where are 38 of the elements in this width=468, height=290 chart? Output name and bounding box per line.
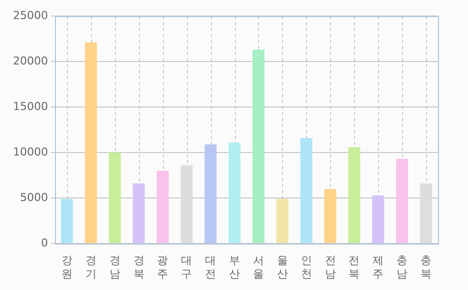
x-tick-label: 서울 xyxy=(252,254,264,280)
x-tick-label: 제주 xyxy=(372,254,384,280)
bar xyxy=(228,142,241,244)
bar xyxy=(204,144,217,244)
x-tick-label: 부산 xyxy=(229,254,240,280)
y-tick-label: 0 xyxy=(40,236,48,250)
bar xyxy=(84,42,97,244)
x-tick-label: 전남 xyxy=(324,254,336,280)
bar xyxy=(420,184,432,244)
y-tick-label: 25000 xyxy=(12,8,48,22)
bar xyxy=(396,158,408,244)
bar xyxy=(300,138,312,244)
bar xyxy=(132,184,145,244)
x-tick-label: 경북 xyxy=(133,254,144,280)
x-tick-label: 전북 xyxy=(348,254,360,280)
x-tick-label: 대구 xyxy=(181,254,192,280)
x-tick-label: 울산 xyxy=(276,254,288,280)
x-tick-label: 강원 xyxy=(61,254,72,280)
y-tick-label: 15000 xyxy=(12,100,48,113)
y-tick-label: 10000 xyxy=(12,145,48,158)
y-tick-label: 20000 xyxy=(12,54,48,68)
bar xyxy=(108,152,121,244)
y-tick-label: 5000 xyxy=(20,190,48,204)
x-tick-label: 충북 xyxy=(420,254,432,280)
x-tick-label: 충남 xyxy=(396,254,408,280)
x-tick-label: 경남 xyxy=(109,254,120,280)
bar xyxy=(60,198,73,244)
bar xyxy=(372,195,384,244)
x-tick-label: 대전 xyxy=(205,254,216,280)
x-tick-label: 광주 xyxy=(157,254,168,280)
x-tick-label: 경기 xyxy=(85,254,96,280)
bar xyxy=(348,147,360,244)
x-tick-label: 인천 xyxy=(300,254,312,280)
bar xyxy=(156,170,169,244)
bar xyxy=(276,198,288,244)
bar xyxy=(324,188,336,244)
bar xyxy=(180,165,193,244)
bar xyxy=(252,50,264,244)
